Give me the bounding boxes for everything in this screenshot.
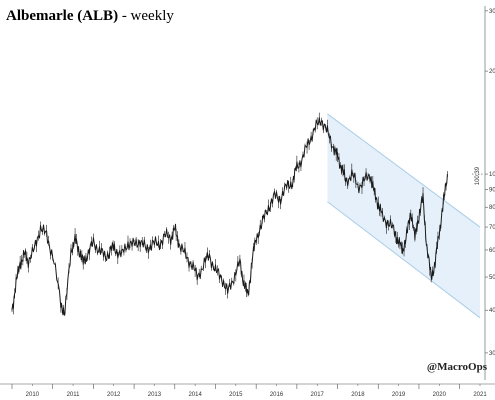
last-price-label: 100.39 [475, 166, 481, 185]
y-tick-label: 200 [489, 69, 495, 75]
x-tick-label: 2020 [433, 392, 447, 398]
regression-channel [327, 113, 481, 319]
chart-title-main: Albemarle (ALB) [6, 8, 119, 24]
watermark: @MacroOps [426, 361, 487, 373]
chart-title: Albemarle (ALB) - weekly [6, 8, 174, 25]
y-tick-label: 90 [489, 188, 495, 194]
channel-upper-line [327, 113, 481, 228]
y-tick-label: 100 [489, 172, 495, 178]
y-axis: 30 40 50 60 70 80 90 100 200 300 [484, 6, 495, 380]
x-tick-label: 2017 [311, 392, 325, 398]
price-series [11, 112, 448, 316]
x-tick-label: 2010 [26, 392, 40, 398]
price-line [11, 117, 448, 316]
y-tick-label: 30 [489, 351, 495, 357]
channel-lower-line [327, 201, 481, 319]
last-price-marker: 100.39 [472, 166, 484, 185]
chart-title-suffix: - weekly [118, 8, 174, 24]
y-tick-label: 60 [489, 248, 495, 254]
x-tick-label: 2016 [270, 392, 284, 398]
x-tick-label: 2015 [229, 392, 243, 398]
x-tick-label: 2021 [473, 392, 487, 398]
x-tick-label: 2012 [107, 392, 121, 398]
x-tick-label: 2019 [392, 392, 406, 398]
y-tick-label: 50 [489, 275, 495, 281]
channel-fill [327, 113, 480, 318]
x-tick-label: 2011 [67, 392, 81, 398]
y-tick-label: 40 [489, 308, 495, 314]
x-tick-label: 2014 [188, 392, 202, 398]
y-tick-label: 300 [489, 9, 495, 15]
x-axis: 2010 2011 2012 2013 2014 2015 2016 2017 2018 2019… [0, 383, 495, 398]
x-tick-label: 2013 [148, 392, 162, 398]
x-tick-label: 2018 [351, 392, 365, 398]
y-tick-label: 80 [489, 205, 495, 211]
y-tick-label: 70 [489, 225, 495, 231]
